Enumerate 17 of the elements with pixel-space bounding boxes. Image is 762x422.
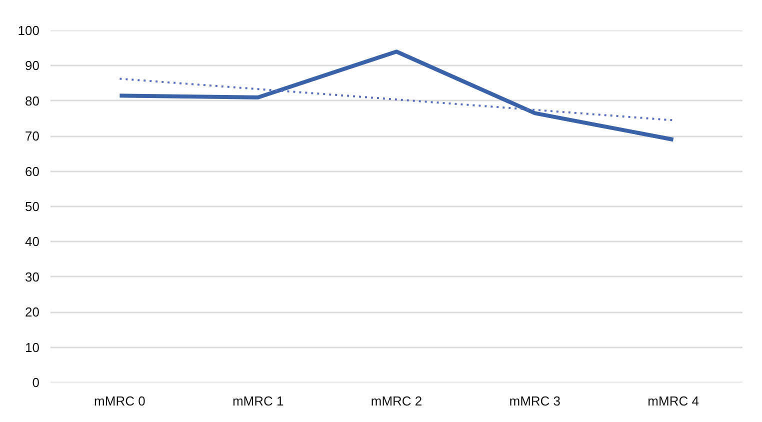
x-tick-label: mMRC 0 [94,394,146,408]
y-tick-label: 80 [25,93,40,108]
y-tick-label: 0 [32,375,40,390]
y-tick-label: 30 [25,269,40,284]
x-tick-label: mMRC 1 [232,394,284,408]
y-tick-label: 40 [25,234,40,250]
y-tick-label: 100 [18,23,40,38]
line-series [118,50,676,142]
y-tick-label: 90 [25,58,40,74]
y-tick-label: 20 [25,304,40,320]
y-tick-label: 50 [25,199,40,214]
x-tick-label: mMRC 2 [370,394,422,408]
y-tick-label: 60 [25,164,40,179]
y-tick-label: 70 [25,128,40,144]
y-tick-label: 10 [25,340,40,355]
x-tick-label: mMRC 3 [509,394,561,408]
x-tick-label: mMRC 4 [648,394,699,408]
